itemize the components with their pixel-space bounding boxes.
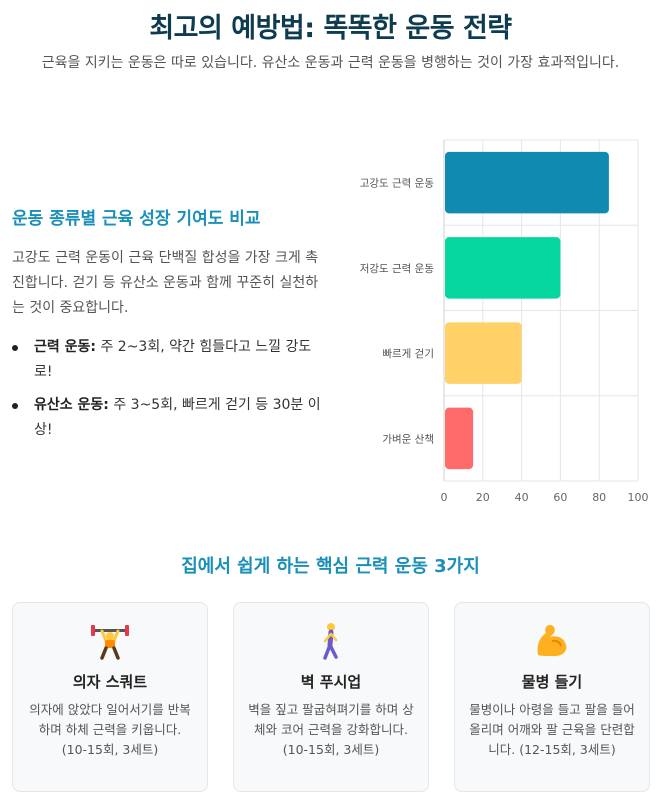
strength-recommendation: 근력 운동: 주 2~3회, 약간 힘들다고 느낄 강도로! <box>12 335 322 385</box>
card-title: 물병 들기 <box>521 673 583 691</box>
exercise-card-waterbottle: 물병 들기 물병이나 아령을 들고 팔을 들어 올리며 어깨와 팔 근육을 단련… <box>454 602 650 792</box>
bullet-text: 주 2~3회, 약간 힘들다고 느낄 강도로! <box>34 339 312 380</box>
bar <box>445 151 609 214</box>
flexed-biceps-icon <box>532 621 572 661</box>
exercise-card-pushup: 벽 푸시업 벽을 짚고 팔굽혀펴기를 하며 상체와 코어 근력을 강화합니다. … <box>233 602 429 792</box>
page-subtitle: 근육을 지키는 운동은 따로 있습니다. 유산소 운동과 근력 운동을 병행하는… <box>41 55 620 71</box>
card-text: 의자에 앉았다 일어서기를 반복하며 하체 근력을 키웁니다. (10-15회,… <box>29 702 191 757</box>
x-tick-label: 0 <box>441 491 448 504</box>
x-tick-label: 100 <box>628 491 649 504</box>
exercises-heading: 집에서 쉽게 하는 핵심 근력 운동 3가지 <box>181 556 480 577</box>
recommendation-list: 근력 운동: 주 2~3회, 약간 힘들다고 느낄 강도로! 유산소 운동: 주… <box>12 335 322 443</box>
bar <box>445 407 474 470</box>
x-tick-label: 20 <box>476 491 490 504</box>
x-tick-label: 40 <box>515 491 529 504</box>
comparison-description: 고강도 근력 운동이 근육 단백질 합성을 가장 크게 촉진합니다. 걷기 등 … <box>12 250 319 316</box>
category-label: 저강도 근력 운동 <box>360 263 435 275</box>
card-text: 물병이나 아령을 들고 팔을 들어 올리며 어깨와 팔 근육을 단련합니다. (… <box>469 702 635 757</box>
bullet-label: 유산소 운동: <box>34 397 109 413</box>
comparison-heading: 운동 종류별 근육 성장 기여도 비교 <box>12 209 261 229</box>
weightlifter-icon <box>90 621 130 661</box>
bar <box>445 237 561 299</box>
comparison-text-panel: 운동 종류별 근육 성장 기여도 비교 고강도 근력 운동이 근육 단백질 합성… <box>12 204 322 451</box>
card-title: 벽 푸시업 <box>300 673 362 691</box>
walking-person-icon <box>311 621 351 661</box>
exercise-card-squat: 의자 스쿼트 의자에 앉았다 일어서기를 반복하며 하체 근력을 키웁니다. (… <box>12 602 208 792</box>
exercise-cards: 의자 스쿼트 의자에 앉았다 일어서기를 반복하며 하체 근력을 키웁니다. (… <box>12 602 652 792</box>
cardio-recommendation: 유산소 운동: 주 3~5회, 빠르게 걷기 등 30분 이상! <box>12 393 322 443</box>
category-label: 고강도 근력 운동 <box>360 178 435 190</box>
card-title: 의자 스쿼트 <box>72 673 148 691</box>
x-tick-label: 60 <box>553 491 567 504</box>
bullet-label: 근력 운동: <box>34 339 96 355</box>
card-text: 벽을 짚고 팔굽혀펴기를 하며 상체와 코어 근력을 강화합니다. (10-15… <box>248 702 414 757</box>
page-title: 최고의 예방법: 똑똑한 운동 전략 <box>149 13 512 44</box>
bullet-text: 주 3~5회, 빠르게 걷기 등 30분 이상! <box>34 397 321 438</box>
bar <box>445 322 522 384</box>
x-tick-label: 80 <box>592 491 606 504</box>
category-label: 가벼운 산책 <box>382 433 434 445</box>
category-label: 빠르게 걷기 <box>382 348 434 360</box>
